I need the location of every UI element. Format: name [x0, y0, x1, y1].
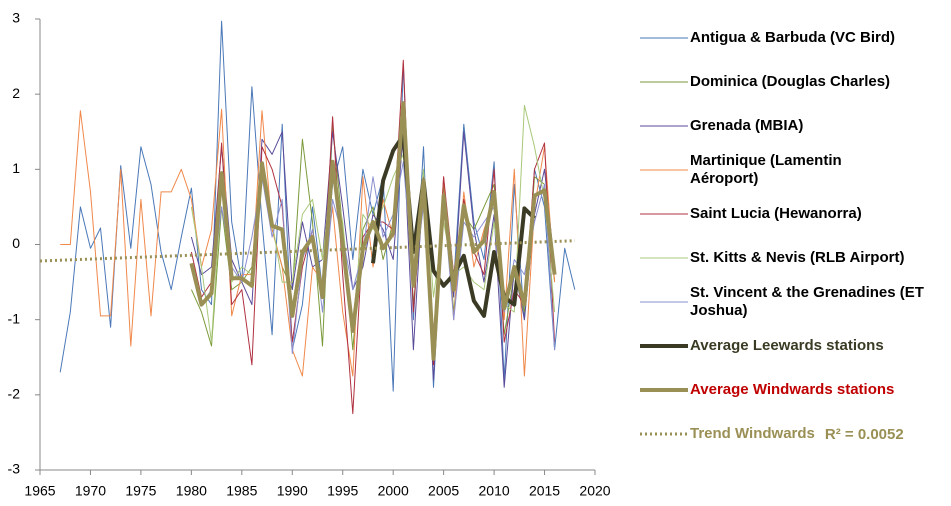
- r-squared: R² = 0.0052: [824, 425, 904, 443]
- legend-swatch: [640, 213, 688, 215]
- legend-item: Trend Windwards R² = 0.0052: [638, 412, 948, 456]
- y-tick-label: -3: [8, 461, 21, 477]
- y-tick-label: -2: [8, 386, 21, 402]
- legend-label: Grenada (MBIA): [690, 117, 804, 134]
- x-tick-label: 1995: [327, 483, 358, 499]
- legend-swatch: [640, 344, 688, 348]
- legend-swatch: [640, 432, 688, 436]
- x-tick-label: 2000: [378, 483, 409, 499]
- legend-item: Antigua & Barbuda (VC Bird): [638, 16, 948, 60]
- legend-item: Average Leewards stations: [638, 324, 948, 368]
- legend-label: Antigua & Barbuda (VC Bird): [690, 29, 895, 46]
- legend-label: Saint Lucia (Hewanorra): [690, 205, 862, 222]
- x-tick-label: 2015: [529, 483, 560, 499]
- x-tick-label: 1980: [176, 483, 207, 499]
- legend-label: Average Windwards stations: [690, 381, 895, 398]
- legend-label: Average Leewards stations: [690, 337, 884, 354]
- x-tick-label: 1970: [75, 483, 106, 499]
- x-tick-label: 2020: [579, 483, 610, 499]
- legend-swatch: [640, 81, 688, 83]
- legend-swatch: [640, 301, 688, 303]
- x-tick-label: 1985: [226, 483, 257, 499]
- legend-item: Saint Lucia (Hewanorra): [638, 192, 948, 236]
- series-line: [189, 101, 557, 361]
- legend-swatch: [640, 125, 688, 127]
- x-tick-label: 2010: [479, 483, 510, 499]
- legend-swatch: [640, 169, 688, 171]
- x-tick-label: 1990: [277, 483, 308, 499]
- y-tick-label: 0: [12, 235, 20, 251]
- legend-item: Grenada (MBIA): [638, 104, 948, 148]
- legend-label: St. Vincent & the Grenadines (ET Joshua): [690, 284, 924, 319]
- x-tick-label: 1975: [125, 483, 156, 499]
- y-tick-label: 3: [12, 10, 20, 26]
- legend-swatch: [640, 257, 688, 259]
- legend-label: Martinique (Lamentin Aéroport): [690, 152, 842, 187]
- series-line: [190, 59, 556, 415]
- legend-label: St. Kitts & Nevis (RLB Airport): [690, 249, 905, 266]
- x-tick-label: 2005: [428, 483, 459, 499]
- y-tick-label: 1: [12, 160, 20, 176]
- x-tick-label: 1965: [24, 483, 55, 499]
- legend-label: Dominica (Douglas Charles): [690, 73, 891, 90]
- y-tick-label: -1: [8, 310, 21, 326]
- legend-item: Martinique (Lamentin Aéroport): [638, 148, 948, 192]
- legend-swatch: [640, 388, 688, 392]
- legend-item: St. Vincent & the Grenadines (ET Joshua): [638, 280, 948, 324]
- legend: Antigua & Barbuda (VC Bird) Dominica (Dou…: [638, 16, 948, 456]
- series-line: [59, 20, 576, 392]
- legend-item: St. Kitts & Nevis (RLB Airport): [638, 236, 948, 280]
- trend-line: [39, 239, 575, 263]
- y-tick-label: 2: [12, 85, 20, 101]
- legend-swatch: [640, 37, 688, 39]
- legend-label: Trend Windwards: [690, 425, 815, 442]
- legend-item: Dominica (Douglas Charles): [638, 60, 948, 104]
- series-line: [60, 108, 556, 377]
- legend-item: Average Windwards stations: [638, 368, 948, 412]
- plot-area: -3 -2 -1 0 1 2 3 1965 1970 1975 1980 1985 1990 1995 20…: [8, 10, 611, 499]
